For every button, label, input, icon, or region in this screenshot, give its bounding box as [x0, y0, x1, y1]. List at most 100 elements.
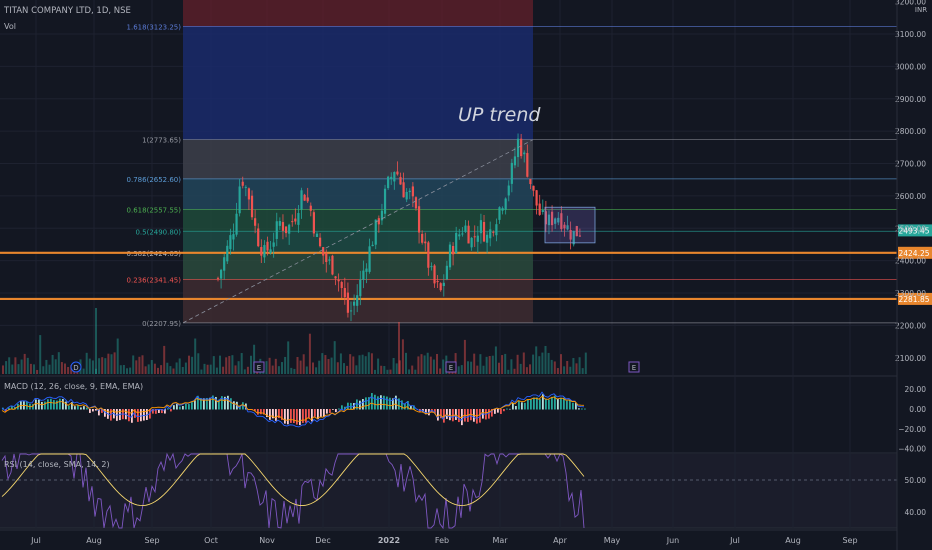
- support-price-label: 2281.85: [898, 295, 929, 304]
- candle-body: [325, 253, 328, 262]
- volume-bar: [290, 367, 293, 374]
- macd-histogram-bar: [77, 405, 79, 410]
- signal-line: [1, 395, 585, 422]
- macd-histogram-bar: [275, 409, 277, 421]
- price-axis[interactable]: 3200.00 3100.00 3000.00 2900.00 2800.00 2700.…: [895, 0, 926, 550]
- volume-bar: [432, 359, 435, 374]
- macd-histogram-bar: [536, 397, 538, 410]
- volume-bar: [181, 366, 184, 374]
- macd-histogram-bar: [449, 409, 451, 421]
- volume-bar: [584, 352, 587, 374]
- macd-histogram-bar: [338, 408, 340, 410]
- macd-histogram-bar: [407, 401, 409, 410]
- candle-body: [223, 257, 226, 271]
- volume-bar: [507, 369, 510, 374]
- volume-bar: [132, 355, 135, 374]
- volume-bar: [8, 357, 11, 374]
- volume-bar: [228, 355, 231, 374]
- volume-bar: [529, 364, 531, 374]
- support-price-tag: [898, 246, 932, 259]
- fib-level-label: 0.236(2341.45): [127, 277, 182, 285]
- macd-histogram-bar: [314, 409, 316, 417]
- macd-tick-label: 0.00: [909, 405, 926, 414]
- macd-histogram-bar: [362, 398, 364, 410]
- volume-bar: [138, 356, 141, 374]
- volume-bar: [299, 360, 302, 374]
- fib-band: [183, 26, 533, 140]
- volume-bar: [442, 359, 445, 374]
- volume-bar: [135, 360, 138, 374]
- horizontal-lines[interactable]: 2424.25 2281.85 2493.45: [0, 224, 932, 305]
- time-axis[interactable]: Jul Aug Sep Oct Nov Dec 2022 Feb Mar Apr May Jun Jul…: [0, 529, 897, 545]
- macd-histogram-bar: [56, 400, 58, 410]
- price-tick-label: 2900.00: [895, 95, 926, 104]
- volume-bar: [200, 369, 203, 374]
- macd-histogram-bar: [176, 403, 178, 410]
- volume-bar: [330, 357, 333, 374]
- fib-retracement[interactable]: 1.618(3123.25) 1(2773.65) 0.786(2652.60) 0.…: [127, 0, 897, 328]
- candle-body: [578, 235, 582, 237]
- macd-histogram-bar: [8, 407, 10, 410]
- candle-body: [433, 265, 436, 284]
- macd-histogram-bar: [398, 398, 400, 410]
- volume-bar: [234, 365, 237, 374]
- macd-histogram-bar: [413, 405, 415, 410]
- volume-bar: [560, 354, 562, 374]
- candle-body: [526, 153, 529, 177]
- up-trend-label[interactable]: UP trend: [458, 104, 541, 126]
- price-tick-label: 2200.00: [895, 321, 926, 330]
- macd-histogram-bar: [500, 409, 502, 414]
- volume-bar: [553, 361, 556, 374]
- macd-tick-label: −20.00: [898, 425, 926, 434]
- candle-body: [498, 207, 501, 220]
- macd-histogram-bar: [149, 409, 151, 419]
- macd-histogram-bar: [65, 401, 67, 410]
- macd-histogram-bar: [185, 403, 187, 410]
- volume-bar: [246, 366, 249, 374]
- time-tick-label: Sep: [842, 536, 857, 545]
- price-tick-label: 2800.00: [895, 127, 926, 136]
- volume-bar: [473, 353, 476, 374]
- candle-body: [439, 283, 442, 291]
- candle-body: [312, 212, 315, 234]
- candle-body: [374, 219, 377, 245]
- candle-body: [563, 224, 566, 229]
- candle-body: [402, 182, 405, 198]
- macd-histogram-bar: [317, 409, 319, 420]
- volume-bar: [581, 368, 584, 374]
- volume-bar: [367, 352, 370, 374]
- candle-body: [269, 249, 272, 254]
- time-tick-label: Jul: [30, 536, 41, 545]
- macd-histogram-bar: [506, 408, 508, 410]
- drawings[interactable]: [182, 139, 596, 324]
- macd-histogram-bar: [548, 399, 550, 410]
- volume-bar: [166, 362, 169, 374]
- candle-body: [547, 214, 551, 226]
- volume-bar: [206, 364, 209, 374]
- candle-body: [229, 235, 232, 250]
- macd-histogram-bar: [158, 409, 160, 413]
- volume-bar: [5, 361, 8, 374]
- volume-bar: [178, 358, 181, 374]
- volume-bar: [160, 365, 163, 374]
- time-tick-label: Nov: [259, 536, 275, 545]
- macd-histogram-bar: [494, 409, 496, 414]
- volume-bar: [250, 355, 252, 374]
- macd-histogram-bar: [368, 397, 370, 410]
- volume-bar: [358, 355, 361, 374]
- volume-bar: [194, 338, 197, 374]
- macd-histogram-bar: [566, 400, 568, 410]
- macd-histogram-bar: [227, 395, 229, 410]
- macd-histogram-bar: [341, 405, 343, 410]
- candle-body: [377, 218, 380, 225]
- candle-body: [291, 221, 294, 223]
- macd-histogram-bar: [71, 402, 73, 410]
- macd-histogram-bar: [578, 408, 580, 410]
- volume-bar: [126, 368, 128, 374]
- volume-bar: [575, 363, 578, 374]
- macd-label: MACD (12, 26, close, 9, EMA, EMA): [4, 382, 143, 391]
- candle-body: [414, 197, 418, 209]
- candle-body: [275, 221, 278, 239]
- volume-bar: [11, 364, 14, 374]
